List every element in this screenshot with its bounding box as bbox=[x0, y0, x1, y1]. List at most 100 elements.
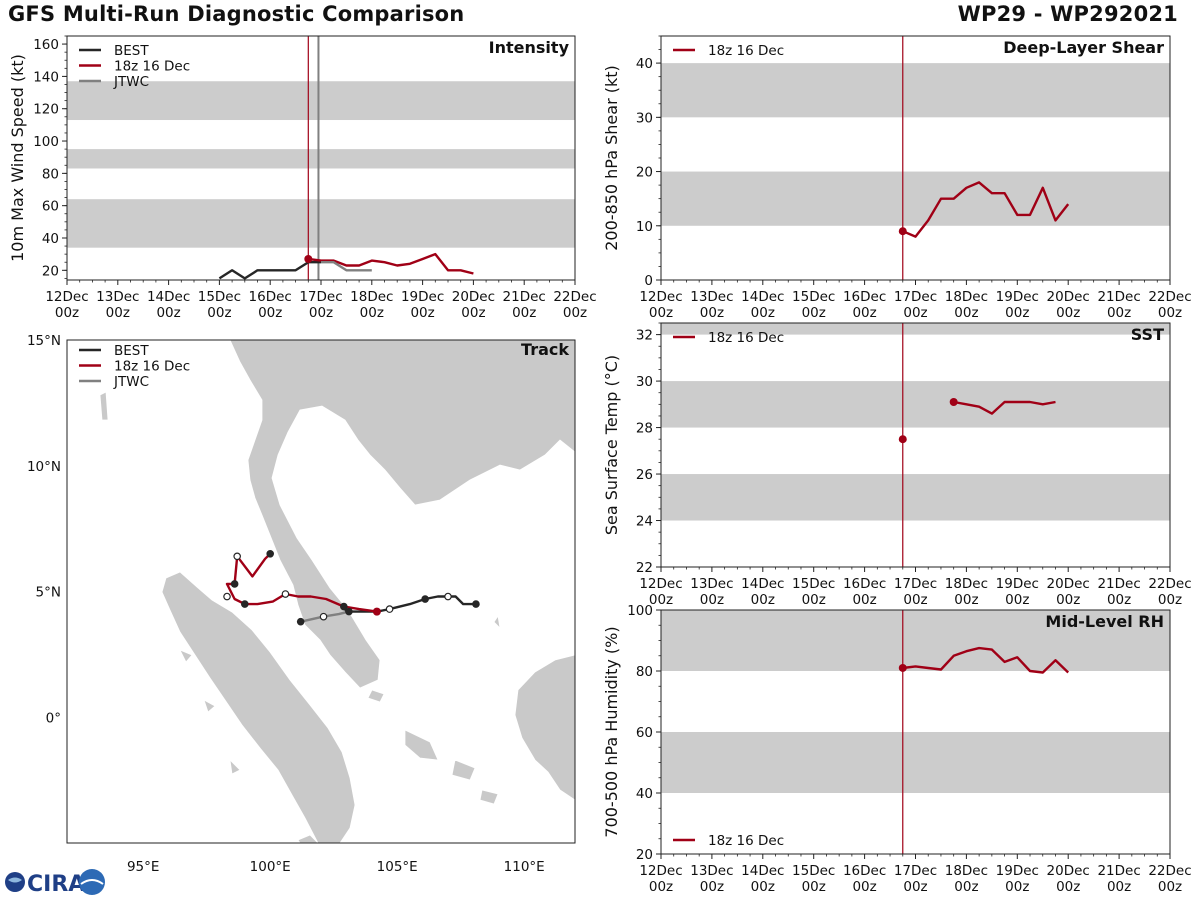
lon-tick-label: 105°E bbox=[377, 859, 418, 875]
x-tick-label-day: 12Dec bbox=[639, 576, 682, 592]
x-tick-label-day: 22Dec bbox=[1148, 863, 1191, 879]
track-point-filled bbox=[266, 549, 275, 558]
x-tick-label-hour: 00z bbox=[461, 305, 485, 321]
y-tick-label: 80 bbox=[636, 664, 653, 680]
x-tick-label-day: 12Dec bbox=[639, 289, 682, 305]
threshold-band bbox=[67, 149, 575, 169]
track-point-filled bbox=[421, 595, 429, 603]
x-tick-label-day: 13Dec bbox=[690, 863, 733, 879]
legend-label-gfs: 18z 16 Dec bbox=[114, 59, 190, 75]
x-tick-label-hour: 00z bbox=[751, 592, 775, 608]
x-tick-label-day: 22Dec bbox=[1148, 576, 1191, 592]
x-tick-label-hour: 00z bbox=[802, 592, 826, 608]
page-title: GFS Multi-Run Diagnostic Comparison bbox=[8, 2, 465, 26]
x-tick-label-hour: 00z bbox=[954, 592, 978, 608]
x-tick-label-day: 19Dec bbox=[996, 289, 1039, 305]
x-tick-label-hour: 00z bbox=[563, 305, 587, 321]
x-tick-label-day: 14Dec bbox=[741, 289, 784, 305]
land-mass bbox=[99, 391, 109, 421]
x-tick-label-day: 20Dec bbox=[1047, 576, 1090, 592]
y-tick-label: 22 bbox=[636, 560, 653, 576]
track-point-open bbox=[233, 552, 241, 561]
x-tick-label-day: 12Dec bbox=[45, 289, 88, 305]
storm-id: WP29 - WP292021 bbox=[957, 2, 1178, 26]
x-tick-label-day: 16Dec bbox=[843, 576, 886, 592]
x-tick-label-day: 18Dec bbox=[945, 863, 988, 879]
track-point-filled bbox=[472, 600, 480, 608]
threshold-band bbox=[661, 63, 1170, 118]
y-tick-label: 0 bbox=[644, 273, 653, 289]
x-tick-label-hour: 00z bbox=[751, 879, 775, 895]
x-tick-label-hour: 00z bbox=[1056, 592, 1080, 608]
x-tick-label-day: 18Dec bbox=[945, 289, 988, 305]
y-tick-label: 26 bbox=[636, 467, 653, 483]
series-start-point bbox=[304, 254, 313, 263]
chart-title: Mid-Level RH bbox=[1045, 612, 1164, 631]
map-area bbox=[99, 340, 575, 843]
threshold-band bbox=[661, 610, 1170, 671]
x-tick-label-day: 14Dec bbox=[741, 576, 784, 592]
y-tick-label: 160 bbox=[33, 37, 59, 53]
panel-rh: 2040608010012Dec00z13Dec00z14Dec00z15Dec… bbox=[602, 603, 1192, 895]
y-tick-label: 30 bbox=[636, 374, 653, 390]
x-tick-label-hour: 00z bbox=[1158, 879, 1182, 895]
legend-label-gfs: 18z 16 Dec bbox=[708, 330, 784, 346]
x-tick-label-day: 13Dec bbox=[96, 289, 139, 305]
x-tick-label-hour: 00z bbox=[1158, 592, 1182, 608]
x-tick-label-day: 15Dec bbox=[198, 289, 241, 305]
x-tick-label-hour: 00z bbox=[309, 305, 333, 321]
y-axis-label: Sea Surface Temp (°C) bbox=[602, 355, 621, 535]
country-border bbox=[329, 439, 346, 506]
x-tick-label-day: 17Dec bbox=[894, 863, 937, 879]
plot-area-intensity bbox=[67, 36, 575, 280]
x-tick-label-day: 16Dec bbox=[843, 863, 886, 879]
x-tick-label-hour: 00z bbox=[156, 305, 180, 321]
y-tick-label: 40 bbox=[636, 56, 653, 72]
land-mass bbox=[179, 649, 193, 663]
legend-label-gfs: 18z 16 Dec bbox=[708, 43, 784, 59]
plot-area-sst bbox=[661, 323, 1170, 567]
y-tick-label: 60 bbox=[636, 725, 653, 741]
lat-tick-label: 10°N bbox=[27, 459, 61, 475]
lon-tick-label: 95°E bbox=[127, 859, 159, 875]
x-tick-label-day: 17Dec bbox=[894, 289, 937, 305]
x-tick-label-hour: 00z bbox=[903, 879, 927, 895]
x-tick-label-hour: 00z bbox=[410, 305, 434, 321]
x-tick-label-hour: 00z bbox=[903, 592, 927, 608]
track-point-open bbox=[444, 592, 452, 601]
chart-title: Deep-Layer Shear bbox=[1003, 38, 1164, 57]
x-tick-label-hour: 00z bbox=[751, 305, 775, 321]
x-tick-label-hour: 00z bbox=[903, 305, 927, 321]
x-tick-label-day: 15Dec bbox=[792, 289, 835, 305]
x-tick-label-day: 12Dec bbox=[639, 863, 682, 879]
threshold-band bbox=[67, 81, 575, 121]
legend-label-best: BEST bbox=[114, 343, 149, 359]
series-start-point bbox=[898, 663, 907, 672]
x-tick-label-day: 20Dec bbox=[1047, 289, 1090, 305]
track-point-filled bbox=[241, 600, 249, 608]
y-tick-label: 100 bbox=[33, 134, 59, 150]
x-tick-label-day: 19Dec bbox=[996, 863, 1039, 879]
series-point bbox=[898, 435, 907, 444]
track-point-open bbox=[319, 612, 328, 621]
x-tick-label-day: 14Dec bbox=[741, 863, 784, 879]
x-tick-label-day: 19Dec bbox=[996, 576, 1039, 592]
plot-area-shear bbox=[661, 36, 1170, 280]
track-point-filled bbox=[340, 602, 348, 611]
series-line-best bbox=[218, 261, 321, 280]
legend-label-gfs: 18z 16 Dec bbox=[114, 359, 190, 375]
y-tick-label: 30 bbox=[636, 110, 653, 126]
plot-area-rh bbox=[661, 610, 1170, 854]
y-tick-label: 32 bbox=[636, 328, 653, 344]
land-mass bbox=[493, 614, 501, 630]
y-axis-label: 700-500 hPa Humidity (%) bbox=[602, 626, 621, 837]
x-tick-label-day: 21Dec bbox=[503, 289, 546, 305]
track-point-filled bbox=[296, 617, 305, 626]
track-init-point bbox=[372, 607, 381, 616]
land-mass bbox=[404, 729, 439, 761]
x-tick-label-hour: 00z bbox=[207, 305, 231, 321]
y-axis-label: 200-850 hPa Shear (kt) bbox=[602, 65, 621, 251]
y-tick-label: 20 bbox=[636, 847, 653, 863]
panel-shear: 01020304012Dec00z13Dec00z14Dec00z15Dec00… bbox=[602, 35, 1192, 321]
